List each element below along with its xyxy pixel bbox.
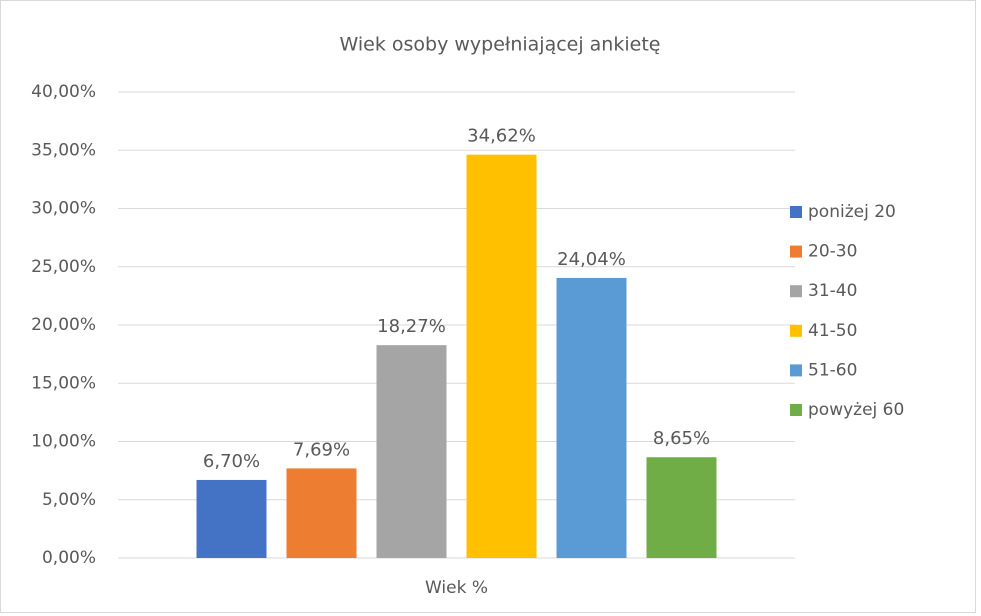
- chart-title: Wiek osoby wypełniającej ankietę: [340, 34, 661, 56]
- legend-label: 41-50: [808, 321, 857, 341]
- legend-swatch: [790, 404, 802, 416]
- data-label: 6,70%: [203, 451, 260, 472]
- data-label: 7,69%: [293, 439, 350, 460]
- bar: [376, 345, 447, 558]
- y-tick-label: 30,00%: [31, 199, 96, 219]
- legend-label: poniżej 20: [808, 202, 896, 222]
- bar: [466, 154, 537, 558]
- data-label: 24,04%: [557, 249, 626, 270]
- legend-label: 20-30: [808, 242, 857, 262]
- bar: [556, 277, 627, 558]
- legend-label: 31-40: [808, 281, 857, 301]
- y-tick-label: 5,00%: [42, 490, 96, 510]
- x-tick-label: Wiek %: [425, 578, 488, 598]
- legend-swatch: [790, 324, 802, 337]
- data-label: 34,62%: [467, 126, 536, 147]
- data-label: 8,65%: [653, 428, 710, 449]
- y-tick-label: 40,00%: [31, 82, 96, 102]
- y-tick-label: 10,00%: [31, 432, 96, 452]
- y-tick-label: 15,00%: [31, 373, 96, 393]
- legend-label: 51-60: [808, 360, 857, 380]
- legend-swatch: [790, 206, 802, 218]
- legend-swatch: [790, 364, 802, 377]
- bar: [646, 457, 717, 558]
- data-label: 18,27%: [377, 316, 446, 337]
- y-tick-label: 35,00%: [31, 140, 96, 160]
- y-tick-label: 0,00%: [42, 548, 96, 568]
- legend-swatch: [790, 245, 802, 258]
- legend-label: powyżej 60: [808, 400, 904, 420]
- y-tick-label: 20,00%: [31, 315, 96, 335]
- legend-swatch: [790, 285, 802, 298]
- bar: [286, 468, 357, 558]
- bar: [196, 479, 267, 558]
- y-tick-label: 25,00%: [31, 257, 96, 277]
